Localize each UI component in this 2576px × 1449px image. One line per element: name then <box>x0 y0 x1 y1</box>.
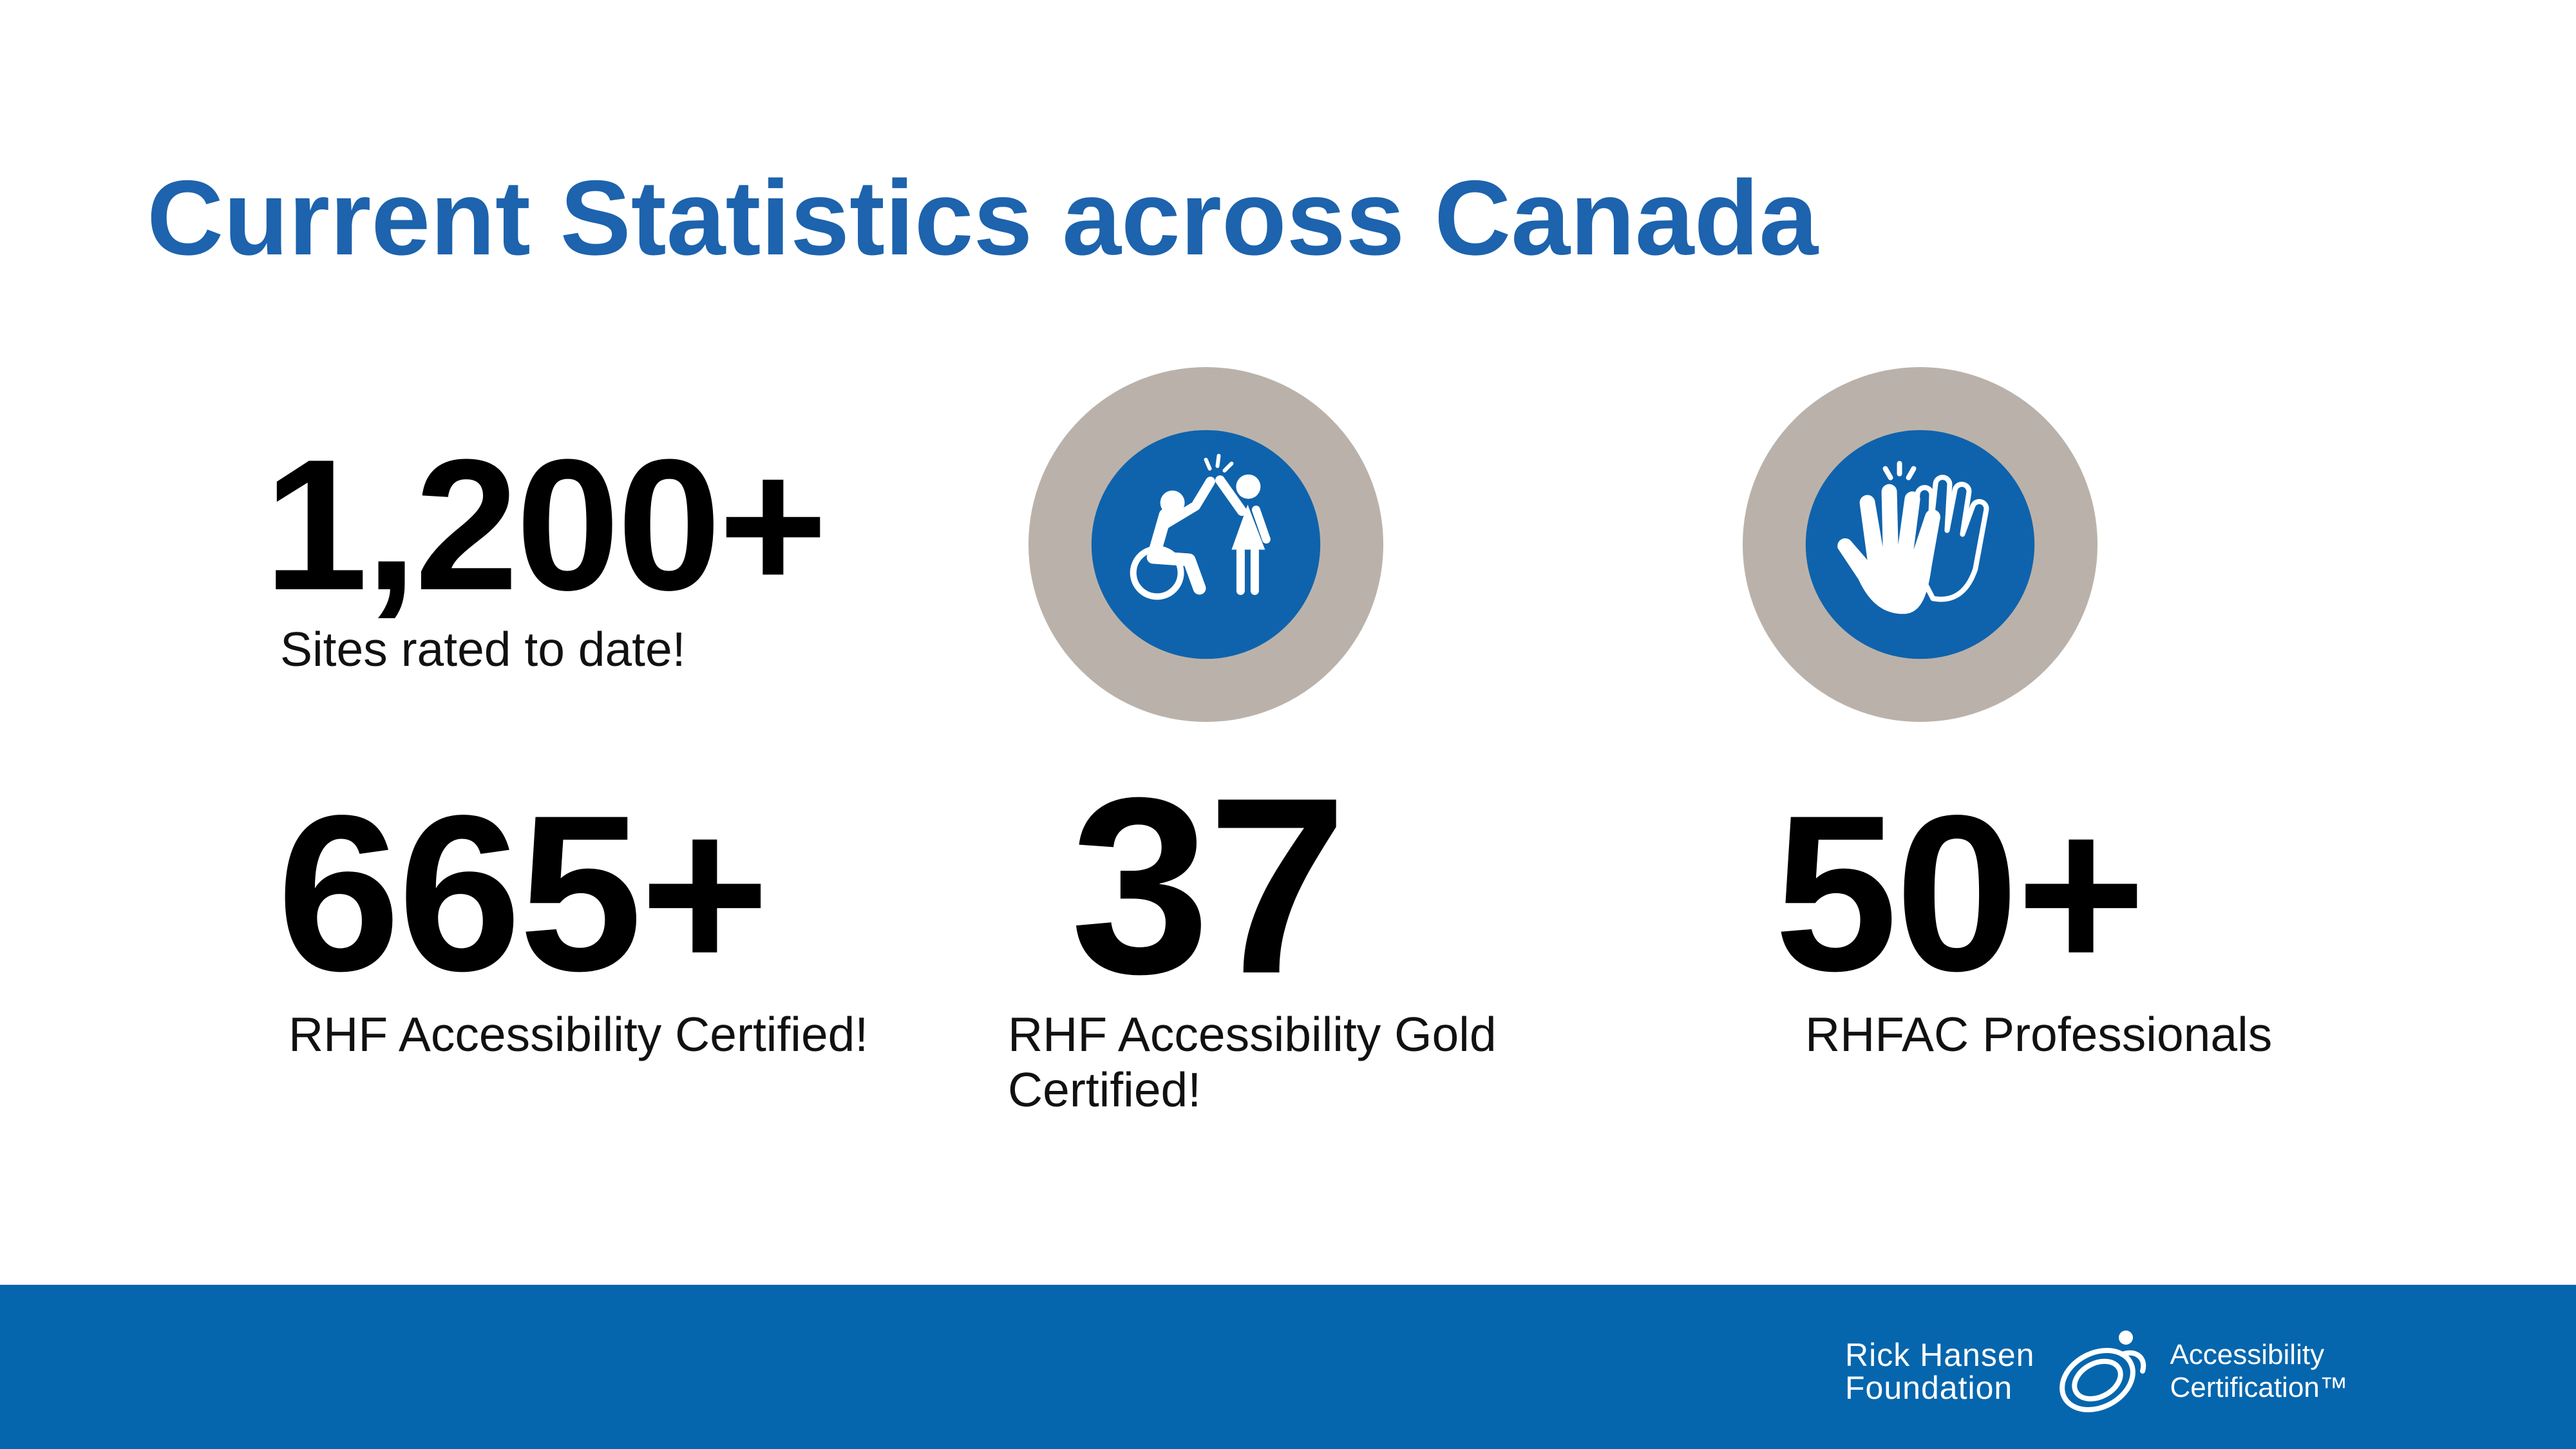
stat-certified-value: 665+ <box>277 770 770 1018</box>
rick-hansen-logo: Rick Hansen Foundation Accessibility Cer… <box>1845 1330 2348 1414</box>
high-five-hands-icon <box>1742 366 2098 723</box>
stat-sites-rated-value: 1,200+ <box>264 421 828 629</box>
page-title: Current Statistics across Canada <box>147 158 1819 277</box>
stat-gold-certified-value: 37 <box>1070 745 1347 1026</box>
stat-certified-label: RHF Accessibility Certified! <box>289 1007 869 1061</box>
stat-gold-certified-label: RHF Accessibility Gold Certified! <box>1008 1007 1497 1117</box>
stat-professionals-value: 50+ <box>1774 770 2146 1018</box>
brand-program-name: Accessibility Certification™ <box>2170 1339 2348 1403</box>
footer-bar <box>0 1285 2576 1449</box>
high-five-wheelchair-icon <box>1028 366 1384 723</box>
rhf-wheel-logo-icon <box>2060 1331 2146 1413</box>
stat-professionals-label: RHFAC Professionals <box>1805 1007 2273 1061</box>
brand-org-name: Rick Hansen Foundation <box>1845 1337 2035 1406</box>
stat-sites-rated-label: Sites rated to date! <box>280 622 686 676</box>
